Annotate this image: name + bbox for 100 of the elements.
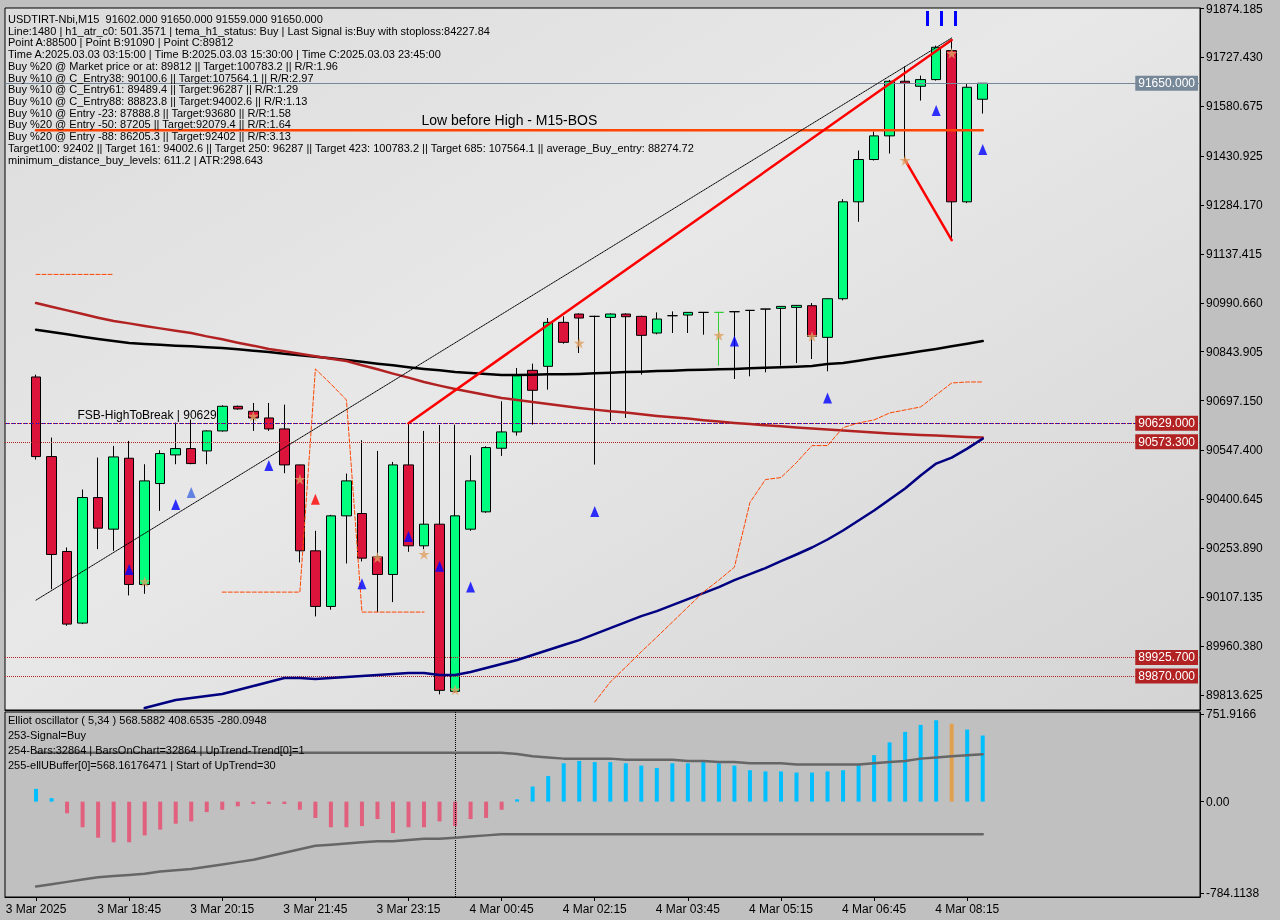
x-tick-label: 4 Mar 02:15	[562, 902, 628, 916]
bar	[173, 801, 178, 824]
bar	[934, 720, 939, 802]
y-tick-label: 91727.430	[1206, 50, 1264, 65]
bar	[499, 801, 504, 810]
point	[449, 684, 461, 696]
y-tick-label: 90400.645	[1206, 492, 1264, 507]
point	[931, 105, 941, 117]
point	[806, 330, 818, 342]
series-label: Low before High - M15-BOS	[421, 112, 598, 129]
bar	[328, 801, 333, 828]
bar	[484, 801, 489, 818]
point	[124, 563, 134, 575]
bar	[422, 801, 427, 828]
bar	[437, 801, 442, 822]
bar	[189, 801, 194, 822]
bar	[406, 801, 411, 828]
ref-line-label: 90573.300	[1138, 434, 1196, 449]
point	[418, 548, 430, 560]
y-tick-label: 90990.660	[1206, 295, 1264, 310]
ref-line-label: 89925.700	[1138, 650, 1196, 665]
annotation: Line:1480 | h1_atr_c0: 501.3571 | tema_h1_status: Buy | Last Signal is:Buy with stoploss:84227.84	[8, 24, 490, 37]
bar	[887, 742, 892, 802]
bar	[608, 762, 613, 802]
annotation: Buy %10 @ C_Entry61: 89489.4 || Target:96287 || R/R:1.29	[8, 83, 299, 96]
candlestick	[279, 404, 290, 474]
candlestick	[233, 405, 243, 411]
x-tick-label: 3 Mar 23:15	[376, 902, 441, 916]
x-tick-label: 3 Mar 2025	[5, 902, 67, 916]
candlestick	[683, 311, 693, 334]
bar	[639, 765, 644, 802]
y-tick-label: 90107.135	[1206, 590, 1264, 605]
candlestick	[295, 464, 305, 563]
bar	[49, 798, 54, 802]
bar	[778, 771, 783, 802]
candlestick	[341, 473, 352, 564]
bar	[685, 763, 690, 802]
x-tick-label: 4 Mar 06:45	[842, 902, 907, 916]
y-tick-label: 90843.905	[1206, 344, 1264, 359]
bar	[142, 801, 147, 836]
y-tick-label: 89813.625	[1206, 687, 1264, 702]
candlestick	[977, 82, 988, 115]
bar	[965, 729, 970, 802]
bar	[903, 731, 908, 802]
candlestick	[667, 310, 678, 334]
bar	[546, 776, 551, 802]
bar	[65, 801, 70, 814]
point	[590, 506, 600, 518]
point	[357, 578, 367, 590]
x-tick-label: 4 Mar 05:15	[748, 902, 814, 916]
point	[139, 575, 151, 587]
bar	[80, 801, 85, 828]
y-tick-label: 89960.380	[1206, 638, 1264, 653]
candlestick	[714, 311, 724, 367]
bar	[701, 762, 706, 802]
line-series	[34, 832, 984, 888]
chart-title: USDTIRT-Nbi,M15 91602.000 91650.000 91559.000 91650.000	[8, 12, 323, 25]
ref-line-label: 89870.000	[1138, 669, 1196, 684]
bar	[716, 763, 721, 802]
y-tick-label: 90547.400	[1206, 443, 1264, 458]
bar	[96, 801, 101, 838]
candlestick	[698, 311, 709, 336]
annotation: Buy %10 @ C_Entry38: 90100.6 || Target:107564.1 || R/R:2.97	[8, 71, 314, 84]
y-tick-label: 0.00	[1206, 794, 1230, 809]
candlestick	[791, 304, 802, 364]
bar	[794, 772, 799, 802]
candlestick	[372, 450, 383, 613]
y-tick-label: 91874.185	[1206, 1, 1264, 16]
bar	[204, 801, 209, 813]
annotation: Buy %20 @ Entry -88: 86205.3 || Target:92402 || R/R:3.13	[8, 130, 291, 143]
bar	[654, 767, 659, 802]
point	[978, 144, 988, 156]
bar	[158, 801, 163, 830]
bar	[577, 760, 582, 802]
candlestick	[326, 514, 336, 611]
point	[713, 329, 725, 341]
point	[310, 493, 320, 505]
bar	[810, 772, 815, 802]
x-tick-label: 3 Mar 18:45	[97, 902, 162, 916]
x-tick-label: 4 Mar 00:45	[469, 902, 534, 916]
candlestick	[310, 530, 321, 617]
point	[899, 154, 911, 166]
y-tick-label: 91430.925	[1206, 149, 1264, 164]
candlestick	[357, 439, 367, 562]
ref-line-label: 91650.000	[1138, 76, 1196, 91]
point	[404, 531, 414, 542]
candlestick	[807, 302, 817, 360]
point	[573, 337, 585, 349]
y-tick-label: 91580.675	[1206, 99, 1264, 114]
bar	[313, 801, 318, 818]
annotation: minimum_distance_buy_levels: 611.2 | ATR:298.643	[8, 153, 263, 166]
candlestick	[884, 79, 895, 155]
bar	[530, 786, 535, 802]
bar	[732, 765, 737, 802]
candlestick	[853, 150, 864, 223]
point	[186, 487, 196, 499]
bar	[825, 771, 830, 802]
candlestick	[46, 437, 57, 590]
point	[264, 460, 274, 472]
point	[435, 560, 445, 572]
